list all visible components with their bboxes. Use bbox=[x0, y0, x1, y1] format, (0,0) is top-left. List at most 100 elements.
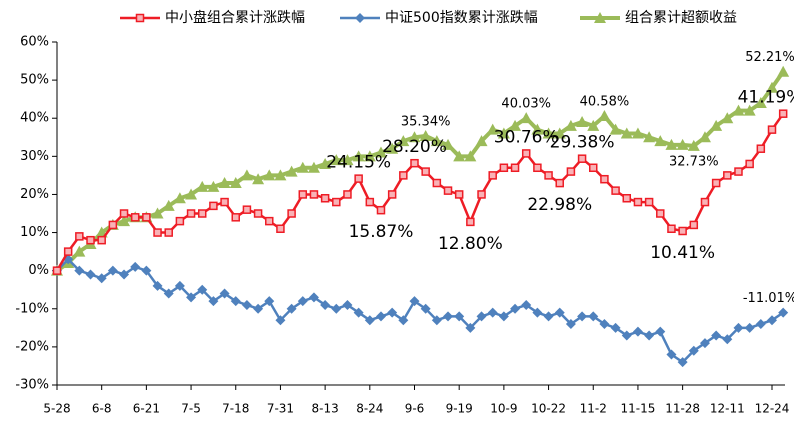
marker bbox=[152, 280, 163, 291]
series bbox=[52, 109, 788, 275]
marker bbox=[174, 280, 185, 291]
marker bbox=[611, 186, 620, 195]
marker bbox=[521, 299, 532, 310]
marker bbox=[242, 205, 252, 214]
marker bbox=[287, 209, 296, 218]
marker bbox=[130, 213, 140, 222]
marker bbox=[97, 235, 106, 245]
marker bbox=[745, 159, 754, 169]
marker bbox=[565, 319, 576, 330]
marker bbox=[544, 171, 553, 180]
marker bbox=[621, 330, 632, 341]
marker bbox=[577, 311, 588, 322]
marker bbox=[454, 190, 464, 199]
marker bbox=[353, 307, 364, 318]
marker bbox=[755, 319, 766, 330]
marker bbox=[275, 315, 286, 326]
marker bbox=[285, 165, 298, 177]
marker bbox=[153, 228, 162, 237]
marker bbox=[118, 215, 131, 227]
marker bbox=[486, 123, 499, 135]
marker bbox=[162, 199, 175, 211]
marker bbox=[240, 169, 253, 181]
y-tick-label: 0% bbox=[28, 263, 49, 278]
marker bbox=[74, 265, 85, 276]
marker bbox=[654, 135, 667, 147]
data-label: 15.87% bbox=[349, 222, 414, 242]
marker bbox=[710, 119, 723, 131]
marker bbox=[543, 311, 554, 322]
marker bbox=[633, 197, 643, 207]
y-tick-label: -30% bbox=[15, 378, 49, 393]
marker bbox=[643, 131, 656, 143]
legend-label: 组合累计超额收益 bbox=[625, 10, 737, 26]
marker bbox=[778, 307, 789, 318]
marker bbox=[207, 180, 220, 192]
marker bbox=[73, 245, 86, 257]
marker bbox=[744, 322, 755, 333]
marker bbox=[320, 299, 331, 310]
y-tick-label: 40% bbox=[20, 111, 49, 126]
marker bbox=[466, 217, 475, 227]
marker bbox=[408, 131, 421, 143]
marker bbox=[164, 228, 173, 237]
x-tick-label: 6-8 bbox=[92, 402, 112, 416]
marker bbox=[510, 163, 520, 173]
marker bbox=[86, 235, 95, 245]
marker bbox=[533, 163, 542, 173]
marker bbox=[352, 150, 365, 162]
marker bbox=[107, 265, 118, 276]
marker bbox=[296, 161, 309, 173]
marker bbox=[499, 163, 509, 173]
marker bbox=[532, 307, 543, 318]
marker bbox=[443, 186, 453, 195]
marker bbox=[141, 265, 152, 276]
data-label: 52.21% bbox=[745, 50, 794, 65]
marker bbox=[142, 213, 151, 222]
marker bbox=[620, 127, 633, 139]
marker bbox=[219, 288, 230, 299]
marker bbox=[488, 171, 497, 180]
marker bbox=[354, 174, 363, 183]
marker bbox=[297, 296, 308, 307]
marker bbox=[443, 311, 454, 322]
marker bbox=[687, 139, 700, 151]
marker bbox=[734, 167, 743, 176]
marker bbox=[721, 112, 734, 124]
y-tick-label: 10% bbox=[20, 225, 49, 240]
marker bbox=[85, 269, 96, 280]
marker bbox=[431, 315, 442, 326]
marker bbox=[454, 311, 465, 322]
x-tick-label: 9-19 bbox=[446, 402, 473, 416]
x-tick-label: 10-9 bbox=[490, 402, 517, 416]
data-label: 29.38% bbox=[550, 133, 615, 153]
marker bbox=[363, 150, 376, 162]
x-tick-label: 12-11 bbox=[710, 402, 745, 416]
marker bbox=[476, 311, 487, 322]
y-tick-label: -20% bbox=[15, 339, 49, 354]
y-tick-label: -10% bbox=[15, 301, 49, 316]
series bbox=[52, 254, 789, 368]
marker bbox=[319, 157, 332, 169]
series-line bbox=[55, 70, 785, 273]
data-label: 40.58% bbox=[580, 95, 630, 110]
marker bbox=[599, 319, 610, 330]
marker bbox=[475, 135, 488, 147]
y-tick-label: 60% bbox=[20, 35, 49, 50]
x-tick-label: 9-6 bbox=[405, 402, 425, 416]
marker bbox=[677, 357, 688, 368]
marker bbox=[743, 104, 756, 116]
marker bbox=[554, 307, 565, 318]
x-tick-label: 7-18 bbox=[222, 402, 249, 416]
marker bbox=[756, 144, 766, 153]
data-label: 10.41% bbox=[650, 243, 715, 263]
marker bbox=[419, 129, 432, 141]
data-label: 12.80% bbox=[438, 234, 503, 254]
marker bbox=[330, 154, 343, 166]
marker bbox=[185, 188, 198, 200]
marker bbox=[531, 123, 544, 135]
marker bbox=[509, 119, 522, 131]
marker bbox=[364, 315, 375, 326]
marker bbox=[175, 216, 185, 226]
